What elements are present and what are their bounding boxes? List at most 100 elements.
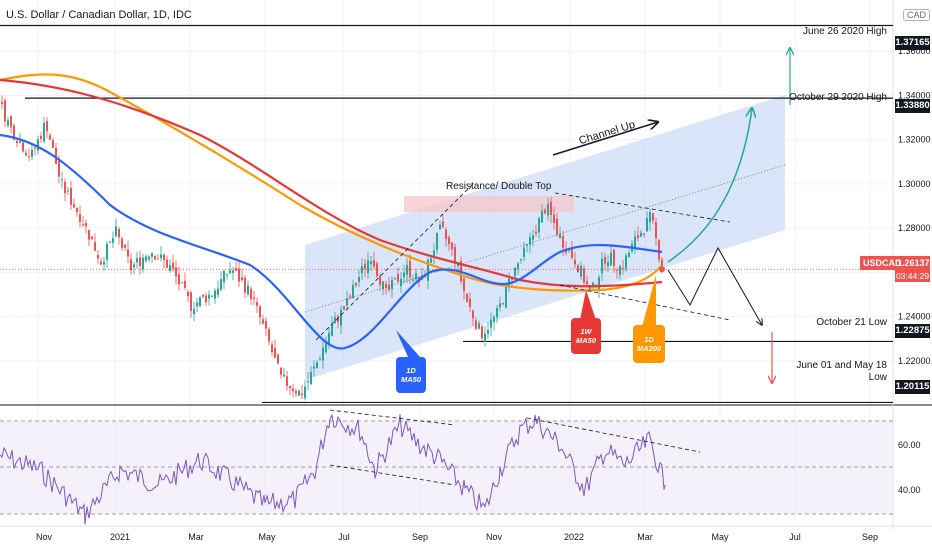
- channel-up-arrow: [552, 122, 658, 156]
- candle-body: [262, 319, 264, 324]
- candle-body: [502, 303, 504, 305]
- rsi-line: [0, 413, 666, 525]
- candle-body: [127, 249, 129, 257]
- candle-body: [472, 310, 474, 319]
- candle-body: [160, 254, 162, 258]
- price-tick-3: 1.32000: [898, 135, 931, 145]
- candle-body: [49, 135, 51, 140]
- candle-body: [457, 263, 459, 266]
- candle-body: [169, 265, 171, 272]
- price-tick-7: 1.24000: [898, 312, 931, 322]
- candle-body: [430, 258, 432, 263]
- candle-body: [97, 254, 99, 259]
- candle-body: [64, 181, 66, 194]
- candle-body: [145, 256, 147, 261]
- candle-body: [364, 263, 366, 269]
- candle-body: [184, 281, 186, 288]
- candle-body: [22, 142, 24, 152]
- candle-body: [400, 278, 402, 287]
- candle-body: [151, 253, 153, 257]
- candle-body: [493, 316, 495, 322]
- candle-body: [511, 278, 513, 280]
- candle-body: [139, 257, 141, 267]
- candle-body: [112, 238, 114, 243]
- candle-body: [220, 279, 222, 290]
- triangle-upper: [554, 192, 731, 223]
- candle-body: [592, 282, 594, 287]
- candle-body: [283, 374, 285, 377]
- candle-body: [370, 261, 372, 265]
- candle-body: [637, 235, 639, 239]
- candle-body: [130, 259, 132, 270]
- candle-body: [331, 324, 333, 336]
- candle-body: [523, 247, 525, 257]
- candle-body: [652, 213, 654, 221]
- rsi-trendline-1: [329, 464, 456, 486]
- candle-body: [319, 358, 321, 360]
- candle-body: [580, 265, 582, 277]
- candle-body: [526, 244, 528, 246]
- candle-body: [355, 282, 357, 286]
- candle-body: [403, 272, 405, 278]
- price-tick-1: 1.36000: [898, 46, 931, 56]
- candle-body: [463, 278, 465, 292]
- annotation-june01-low-line2: Low: [868, 372, 887, 383]
- time-tick-4: Jul: [338, 532, 350, 542]
- candle-body: [163, 254, 165, 260]
- price-tick-5: 1.28000: [898, 223, 931, 233]
- candle-body: [325, 341, 327, 352]
- channel-up-area: [305, 95, 785, 380]
- candle-body: [442, 221, 444, 228]
- candle-body: [520, 259, 522, 261]
- candle-body: [19, 141, 21, 143]
- price-label-1-37165: 1.37165: [895, 36, 930, 50]
- candle-body: [178, 274, 180, 285]
- candle-body: [247, 285, 249, 295]
- candle-body: [304, 386, 306, 398]
- candle-body: [517, 263, 519, 269]
- bar-countdown: 03:44:29: [895, 270, 930, 282]
- candle-body: [550, 201, 552, 216]
- candle-body: [388, 284, 390, 290]
- candle-body: [82, 224, 84, 226]
- time-tick-11: Sep: [862, 532, 878, 542]
- candle-body: [292, 388, 294, 392]
- price-tick-8: 1.22000: [898, 356, 931, 366]
- candle-body: [385, 283, 387, 289]
- candle-body: [55, 147, 57, 165]
- candle-body: [31, 149, 33, 157]
- candle-body: [562, 236, 564, 248]
- candle-body: [541, 210, 543, 223]
- candle-body: [343, 306, 345, 310]
- candle-body: [199, 297, 201, 307]
- candle-body: [538, 218, 540, 233]
- candle-body: [16, 140, 18, 144]
- annotation-oct21-low: October 21 Low: [816, 317, 887, 328]
- rsi-panel: [0, 409, 893, 525]
- candle-body: [484, 333, 486, 343]
- candle-body: [10, 116, 12, 128]
- projection-zigzag: [667, 246, 762, 325]
- candle-body: [235, 268, 237, 271]
- candle-body: [277, 354, 279, 364]
- callout-1d-ma200-line1: 1D: [644, 335, 654, 344]
- candle-body: [196, 302, 198, 307]
- candle-body: [490, 319, 492, 328]
- candle-body: [646, 218, 648, 232]
- candle-body: [529, 237, 531, 245]
- callout-1w-ma50-pointer: [580, 290, 596, 320]
- candle-body: [37, 139, 39, 151]
- candle-body: [175, 267, 177, 277]
- candle-body: [409, 260, 411, 278]
- candle-body: [316, 362, 318, 368]
- candle-body: [274, 348, 276, 358]
- candle-body: [223, 270, 225, 283]
- candle-body: [73, 204, 75, 208]
- candle-body: [628, 252, 630, 258]
- annotation-resistance: Resistance/ Double Top: [446, 181, 552, 192]
- current-symbol: USDCAD: [863, 258, 902, 268]
- trend-drawings: [304, 48, 790, 383]
- candle-body: [244, 277, 246, 293]
- time-tick-9: May: [711, 532, 729, 542]
- candle-body: [376, 263, 378, 277]
